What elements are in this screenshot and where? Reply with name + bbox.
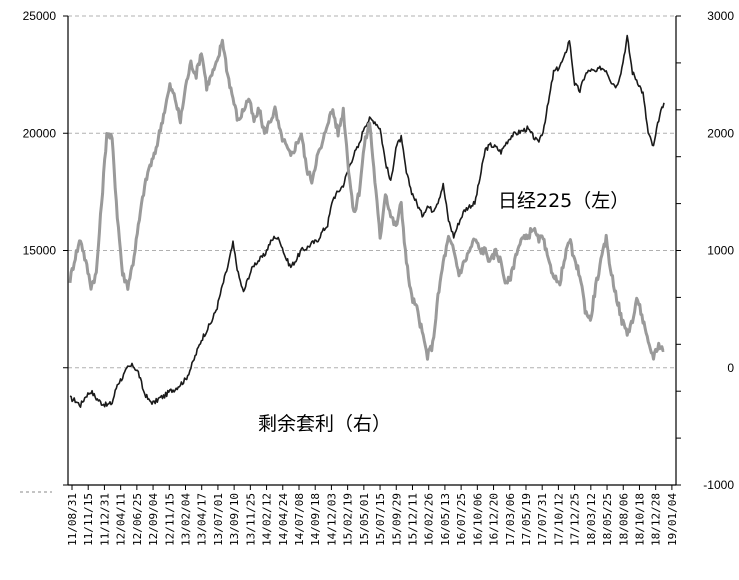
x-axis: 11/08/31 11/11/15 11/12/31 12/04/11 12/06/25… xyxy=(20,484,679,546)
x-tick-label: 14/04/24 xyxy=(277,493,290,546)
right-y-axis: -1000 0 1000 2000 3000 xyxy=(675,9,734,492)
x-tick-label: 17/07/31 xyxy=(536,493,549,546)
x-tick-label: 17/12/25 xyxy=(569,493,582,546)
x-tick-label: 16/10/06 xyxy=(471,493,484,546)
x-tick-label: 19/01/04 xyxy=(666,493,679,546)
left-tick-label: 25000 xyxy=(23,9,57,23)
series-label-residual-arbitrage: 剩余套利（右） xyxy=(258,413,391,435)
x-tick-label: 18/05/25 xyxy=(601,493,614,546)
x-tick-label: 12/06/25 xyxy=(131,493,144,546)
x-tick-label: 18/12/28 xyxy=(650,493,663,546)
right-tick-label: 1000 xyxy=(707,244,734,258)
right-tick-label: 0 xyxy=(727,361,734,375)
series-line-residual-arbitrage xyxy=(68,38,665,361)
x-tick-label: 14/02/12 xyxy=(261,493,274,546)
series-line-nikkei225 xyxy=(69,34,665,409)
series-label-nikkei225: 日经225（左） xyxy=(498,190,629,212)
x-tick-label: 15/09/29 xyxy=(390,493,403,546)
x-tick-label: 13/07/01 xyxy=(212,493,225,546)
x-tick-label: 18/03/12 xyxy=(585,493,598,546)
x-tick-label: 16/07/25 xyxy=(455,493,468,546)
left-y-axis: 15000 20000 25000 xyxy=(23,9,69,486)
left-tick-label: 20000 xyxy=(23,126,57,140)
right-tick-label: 3000 xyxy=(707,9,734,23)
x-tick-label: 17/05/19 xyxy=(520,493,533,546)
x-tick-label: 12/09/04 xyxy=(147,493,160,546)
x-tick-label: 11/12/31 xyxy=(98,493,111,546)
x-tick-label: 15/07/15 xyxy=(374,493,387,546)
x-tick-label: 16/02/26 xyxy=(423,493,436,546)
x-tick-label: 14/12/03 xyxy=(325,493,338,546)
left-tick-label: 15000 xyxy=(23,244,57,258)
series-lines xyxy=(68,34,665,409)
x-tick-label: 13/04/17 xyxy=(196,493,209,546)
x-tick-label: 15/02/19 xyxy=(342,493,355,546)
x-tick-label: 18/10/18 xyxy=(633,493,646,546)
x-tick-label: 13/02/04 xyxy=(179,493,192,546)
x-tick-label: 18/08/06 xyxy=(617,493,630,546)
x-tick-label: 14/07/08 xyxy=(293,493,306,546)
x-tick-label: 12/11/15 xyxy=(163,493,176,546)
annotations: 日经225（左） 剩余套利（右） xyxy=(258,190,629,435)
x-tick-label: 14/09/18 xyxy=(309,493,322,546)
x-tick-label: 13/09/10 xyxy=(228,493,241,546)
x-tick-label: 17/10/12 xyxy=(552,493,565,546)
x-tick-label: 11/11/15 xyxy=(82,493,95,546)
right-tick-label: 2000 xyxy=(707,126,734,140)
x-tick-label: 15/12/11 xyxy=(406,493,419,546)
x-tick-label: 11/08/31 xyxy=(66,493,79,546)
x-tick-label: 15/05/01 xyxy=(358,493,371,546)
x-tick-label: 13/11/25 xyxy=(244,493,257,546)
x-tick-label: 17/03/06 xyxy=(504,493,517,546)
x-tick-label: 16/12/20 xyxy=(488,493,501,546)
right-tick-label: -1000 xyxy=(703,478,734,492)
x-tick-label: 12/04/11 xyxy=(115,493,128,546)
x-tick-label: 16/05/13 xyxy=(439,493,452,546)
